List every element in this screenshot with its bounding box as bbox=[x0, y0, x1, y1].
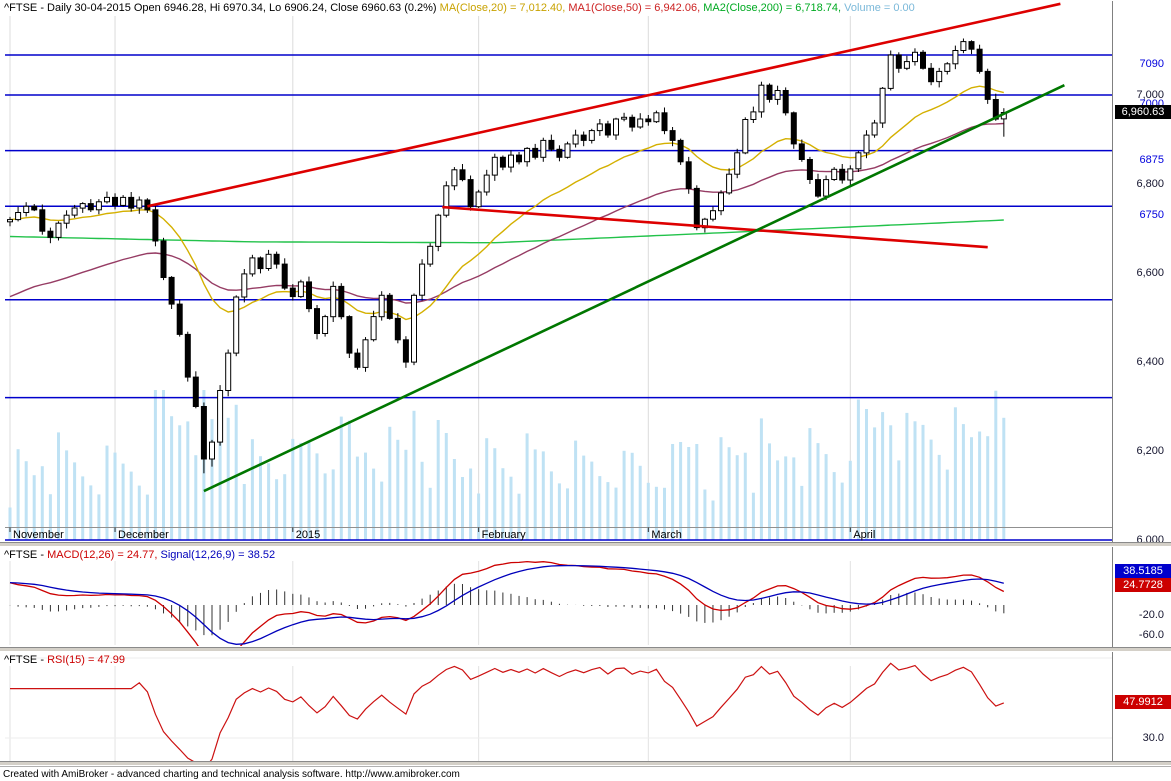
panel-splitter[interactable] bbox=[0, 647, 1171, 652]
price-axis-label: 6,200 bbox=[1136, 445, 1164, 457]
macd-title-signal: Signal(12,26,9) = 38.52 bbox=[160, 549, 276, 561]
level-price-label: 6750 bbox=[1139, 209, 1164, 222]
trend-line-descending-resistance bbox=[442, 205, 988, 249]
rsi-title-prefix: ^FTSE - bbox=[4, 654, 48, 666]
rsi-axis-label: 30.0 bbox=[1142, 732, 1164, 744]
status-bar: Created with AmiBroker - advanced charti… bbox=[0, 766, 1171, 781]
date-axis-tick-label: April bbox=[853, 529, 876, 541]
date-axis-tick-label: December bbox=[118, 529, 169, 541]
status-text: Created with AmiBroker - advanced charti… bbox=[3, 769, 460, 780]
panel-splitter[interactable] bbox=[0, 542, 1171, 547]
main-chart-title: ^FTSE - Daily 30-04-2015 Open 6946.28, H… bbox=[4, 2, 915, 14]
date-axis-tick-label: November bbox=[13, 529, 64, 541]
macd-histogram bbox=[9, 583, 1005, 636]
date-axis-tick-label: February bbox=[481, 529, 526, 541]
candlesticks bbox=[7, 38, 1007, 474]
title-ma50: MA1(Close,50) = 6,942.06, bbox=[568, 2, 704, 14]
macd-lines bbox=[9, 560, 1005, 646]
panel-splitter[interactable] bbox=[0, 761, 1171, 766]
month-gridlines bbox=[9, 16, 851, 763]
title-volume: Volume = 0.00 bbox=[844, 2, 915, 14]
moving-averages bbox=[9, 85, 1004, 321]
trend-lines[interactable] bbox=[147, 2, 1065, 493]
rsi-plot bbox=[5, 657, 1112, 764]
title-ma20: MA(Close,20) = 7,012.40, bbox=[439, 2, 569, 14]
price-axis-label: 7,000 bbox=[1136, 89, 1164, 101]
title-ohlc: ^FTSE - Daily 30-04-2015 Open 6946.28, H… bbox=[4, 2, 440, 14]
level-price-label: 6875 bbox=[1139, 153, 1164, 166]
level-price-label: 7090 bbox=[1139, 57, 1164, 70]
rsi-title: ^FTSE - RSI(15) = 47.99 bbox=[4, 654, 125, 666]
trend-line-upper-channel bbox=[147, 2, 1061, 208]
trend-line-rising-support bbox=[203, 84, 1065, 493]
macd-title: ^FTSE - MACD(12,26) = 24.77, Signal(12,2… bbox=[4, 549, 275, 561]
rsi-title-rsi: RSI(15) = 47.99 bbox=[47, 654, 126, 666]
price-axis-label: 6,600 bbox=[1136, 267, 1164, 279]
macd-axis-label: -60.0 bbox=[1138, 629, 1164, 641]
macd-title-prefix: ^FTSE - bbox=[4, 549, 48, 561]
macd-title-macd: MACD(12,26) = 24.77, bbox=[47, 549, 161, 561]
macd-value-box: 24.7728 bbox=[1115, 578, 1171, 592]
ma20-line bbox=[9, 85, 1004, 321]
macd-signal-line bbox=[9, 564, 1004, 645]
rsi-value-box: 47.9912 bbox=[1115, 695, 1171, 709]
rsi-line bbox=[10, 662, 1005, 764]
ma50-line bbox=[9, 122, 1004, 304]
title-ma200: MA2(Close,200) = 6,718.74, bbox=[703, 2, 845, 14]
volume-bars bbox=[8, 390, 1006, 540]
last-price-box: 6,960.63 bbox=[1115, 105, 1171, 119]
macd-line bbox=[9, 560, 1005, 646]
date-axis-tick-label: March bbox=[651, 529, 682, 541]
ma200-line bbox=[9, 219, 1004, 244]
date-axis-tick-label: 2015 bbox=[295, 529, 321, 541]
price-axis-label: 6,400 bbox=[1136, 356, 1164, 368]
price-axis-label: 6,800 bbox=[1136, 178, 1164, 190]
macd-axis-label: -20.0 bbox=[1138, 609, 1164, 621]
signal-value-box: 38.5185 bbox=[1115, 564, 1171, 578]
